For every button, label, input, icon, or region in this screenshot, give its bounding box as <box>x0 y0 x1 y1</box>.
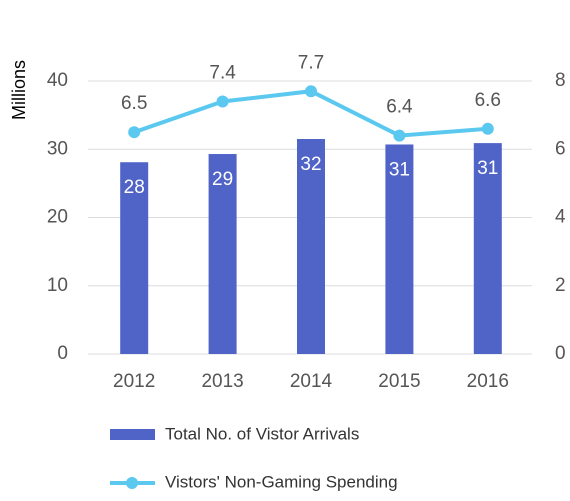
line-value-label: 6.5 <box>121 93 147 114</box>
bar <box>473 143 502 354</box>
y-tick-label: 20 <box>47 207 68 228</box>
bar <box>120 162 149 354</box>
legend-label: Vistors' Non-Gaming Spending <box>165 472 398 491</box>
y-axis-label: Millions <box>9 60 29 120</box>
x-tick-label: 2015 <box>378 371 420 392</box>
line-point <box>216 95 229 108</box>
line-value-label: 6.6 <box>475 90 501 111</box>
bar-value-label: 31 <box>477 158 498 179</box>
x-tick-label: 2014 <box>290 371 333 392</box>
bar-value-label: 28 <box>124 177 145 198</box>
legend-label: Total No. of Vistor Arrivals <box>165 424 359 443</box>
line-value-label: 7.7 <box>298 52 324 73</box>
y-tick-label: 30 <box>47 138 68 159</box>
y2-tick-label: 4 <box>555 207 566 228</box>
y2-tick-label: 0 <box>555 343 566 364</box>
bar <box>208 154 237 354</box>
y-tick-label: 0 <box>57 343 68 364</box>
bar-value-label: 31 <box>389 159 410 180</box>
line-value-label: 6.4 <box>386 97 413 118</box>
bar-value-label: 29 <box>212 169 233 190</box>
y-tick-label: 40 <box>47 70 68 91</box>
y2-tick-label: 6 <box>555 138 566 159</box>
y2-tick-label: 8 <box>555 70 566 91</box>
bar-value-label: 32 <box>300 154 321 175</box>
bar <box>297 139 325 354</box>
bar <box>385 144 414 354</box>
y-tick-label: 10 <box>47 275 68 296</box>
legend-swatch <box>126 477 138 489</box>
x-tick-label: 2012 <box>113 371 155 392</box>
line <box>133 89 488 138</box>
line-point <box>481 122 494 135</box>
line-point <box>128 126 141 139</box>
line-point <box>305 85 317 98</box>
legend-swatch <box>110 429 155 440</box>
line-point <box>393 129 406 142</box>
line-value-label: 7.4 <box>209 62 236 83</box>
x-tick-label: 2016 <box>467 371 509 392</box>
x-tick-label: 2013 <box>201 371 243 392</box>
y2-tick-label: 2 <box>555 275 566 296</box>
